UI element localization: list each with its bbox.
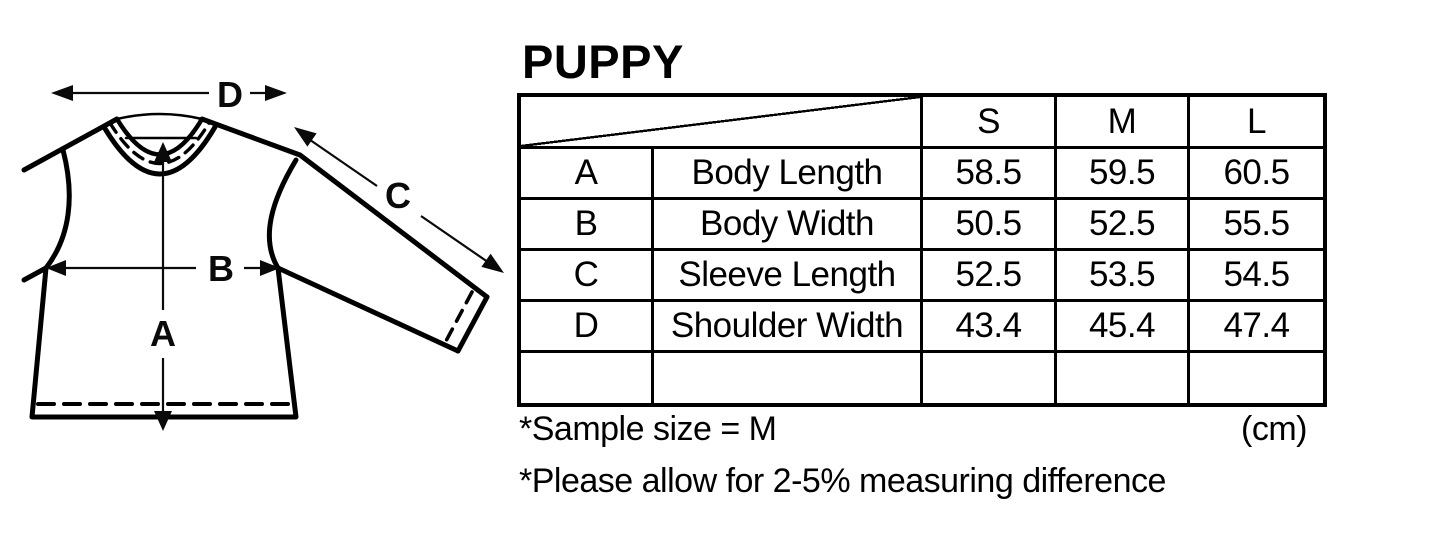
cell-value [1190,353,1323,403]
row-measurement: Sleeve Length [654,251,923,302]
row-measurement: Shoulder Width [654,302,923,353]
cell-value: 59.5 [1057,149,1190,200]
dim-label-c: C [385,175,411,216]
cuff-stitch-dashed-line [444,290,474,343]
cell-value: 60.5 [1190,149,1323,200]
dim-c-line [299,132,378,187]
cell-value: 45.4 [1057,302,1190,353]
cell-value: 50.5 [923,200,1057,251]
dim-c-arrowhead-right [481,253,504,273]
cell-value: 47.4 [1190,302,1323,353]
row-measurement: Body Length [654,149,923,200]
cell-value: 55.5 [1190,200,1323,251]
cell-value: 54.5 [1190,251,1323,302]
size-chart-corner-cell [521,97,923,149]
row-measurement [654,353,923,403]
dim-d-arrowhead-right [265,85,287,101]
column-header-m: M [1057,97,1190,149]
row-key [521,353,654,403]
cell-value: 58.5 [923,149,1057,200]
left-armhole-curve [43,147,72,271]
dim-a-arrowhead-top [154,142,172,162]
garment-diagram: D B A C [21,74,504,431]
dimension-arrows [46,85,504,431]
row-key: C [521,251,654,302]
dim-label-d: D [217,74,243,115]
right-shoulder-sleeve-top-line [199,116,490,300]
column-header-s: S [923,97,1057,149]
column-header-l: L [1190,97,1323,149]
collar-top-arc [115,112,204,121]
dim-label-b: B [208,248,234,289]
row-key: B [521,200,654,251]
dim-b-arrowhead-left [46,260,66,276]
unit-label: (cm) [1241,410,1307,448]
sleeve-under-edge [275,265,461,354]
dim-a-arrowhead-bottom [154,411,172,431]
cell-value: 43.4 [923,302,1057,353]
cell-value: 53.5 [1057,251,1190,302]
collar-stitch-dashed-bowl [108,121,211,165]
tolerance-note: *Please allow for 2-5% measuring differe… [519,462,1166,500]
footnote-row: *Sample size = M (cm) [519,410,1307,448]
cell-value [923,353,1057,403]
cell-value [1057,353,1190,403]
page-title: PUPPY [522,35,684,88]
row-key: A [521,149,654,200]
dim-c-line2 [420,215,499,270]
left-sleeve-stub [21,265,49,283]
cell-value: 52.5 [923,251,1057,302]
row-measurement: Body Width [654,200,923,251]
sample-size-note: *Sample size = M [519,410,777,448]
dim-label-a: A [150,313,176,354]
dim-d-arrowhead-left [51,85,73,101]
size-chart-table: S M L A Body Length 58.5 59.5 60.5 B Bod… [517,93,1327,407]
right-armhole-curve [266,157,299,271]
collar-outer-bowl [101,124,218,177]
sleeve-cuff-edge [455,294,490,354]
cell-value: 52.5 [1057,200,1190,251]
left-shoulder-line [21,116,120,173]
dim-b-arrowhead-right [260,260,280,276]
dim-c-arrowhead-left [294,127,317,147]
row-key: D [521,302,654,353]
